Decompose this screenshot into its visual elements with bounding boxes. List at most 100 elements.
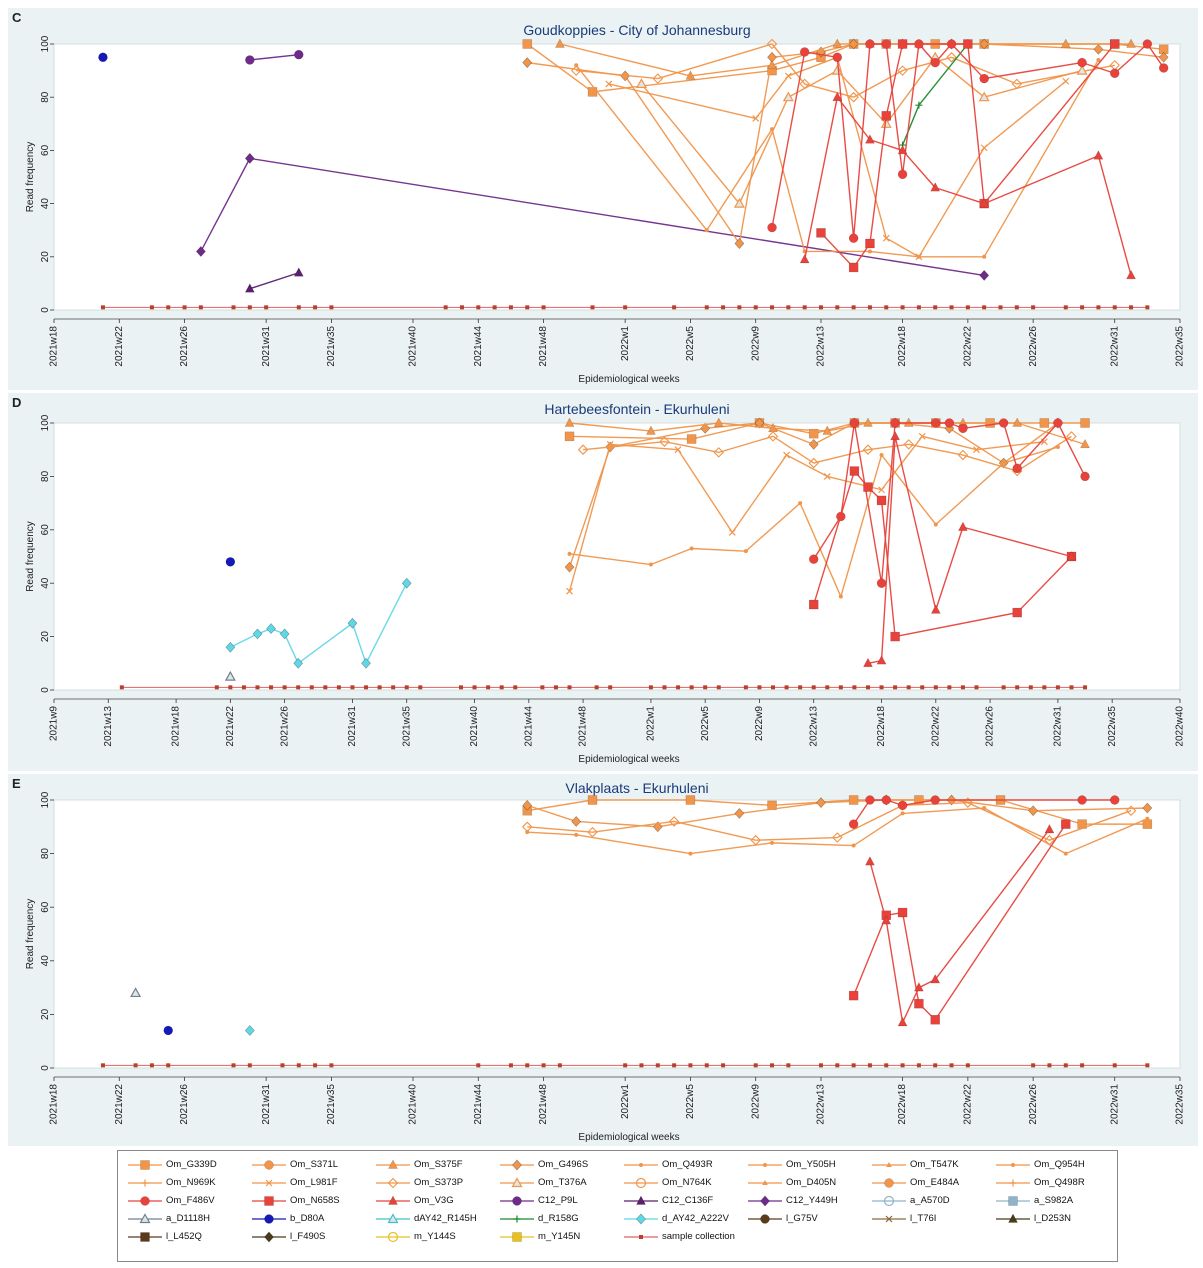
data-point bbox=[577, 444, 589, 455]
data-point bbox=[783, 451, 791, 459]
x-tick-label: 2021w22 bbox=[114, 1084, 125, 1125]
data-point bbox=[863, 417, 873, 427]
legend-swatch-marker bbox=[140, 1160, 150, 1170]
legend-swatch bbox=[128, 1232, 162, 1242]
data-point bbox=[1126, 269, 1136, 280]
data-point bbox=[832, 38, 843, 48]
legend-swatch-marker bbox=[513, 1215, 521, 1223]
data-point bbox=[567, 551, 572, 556]
sample-collection-point bbox=[737, 305, 742, 310]
legend: Om_G339D Om_S371L Om_S375F Om_G496S Om_Q493R… bbox=[117, 1150, 1118, 1262]
sample-collection-point bbox=[541, 1063, 546, 1068]
data-point bbox=[832, 52, 843, 63]
data-point bbox=[848, 91, 859, 103]
data-point bbox=[863, 482, 873, 492]
data-point bbox=[979, 198, 990, 208]
data-point bbox=[832, 91, 843, 101]
legend-swatch bbox=[500, 1177, 534, 1188]
series-d-ay42-a222v bbox=[244, 1025, 255, 1036]
sample-collection-point bbox=[893, 685, 898, 690]
data-point bbox=[930, 1015, 940, 1025]
legend-swatch-marker bbox=[636, 1195, 646, 1205]
data-point bbox=[831, 64, 843, 75]
sample-collection-point bbox=[133, 1063, 138, 1068]
data-point bbox=[903, 439, 914, 450]
legend-swatch-marker bbox=[139, 1213, 151, 1224]
x-tick-label: 2021w40 bbox=[408, 326, 419, 367]
data-point bbox=[564, 431, 575, 442]
data-point bbox=[808, 457, 819, 469]
series-om-f486v bbox=[808, 418, 1090, 588]
sample-collection-point bbox=[313, 1063, 318, 1068]
data-point bbox=[767, 59, 777, 70]
series-line bbox=[568, 435, 1045, 592]
x-tick-label: 2022w22 bbox=[930, 706, 941, 747]
legend-swatch-marker bbox=[885, 1215, 893, 1223]
legend-swatch bbox=[376, 1177, 410, 1189]
data-point bbox=[770, 840, 775, 845]
legend-swatch-marker bbox=[762, 1180, 768, 1185]
panel-hartebeesfontein: D Hartebeesfontein - Ekurhuleni 0 20 40 60 80… bbox=[8, 393, 1198, 771]
sample-collection-point bbox=[835, 305, 840, 310]
data-point bbox=[700, 422, 711, 434]
sample-collection-point bbox=[786, 305, 791, 310]
data-point bbox=[1044, 823, 1055, 834]
data-point bbox=[1028, 805, 1039, 817]
data-point bbox=[897, 907, 908, 918]
data-point bbox=[685, 795, 696, 805]
sample-collection-point bbox=[770, 305, 775, 310]
data-point bbox=[808, 428, 819, 439]
data-point bbox=[1126, 38, 1136, 48]
sample-collection-point bbox=[672, 305, 677, 310]
sample-collection-point bbox=[721, 305, 726, 310]
x-tick-label: 2021w13 bbox=[103, 706, 114, 747]
sample-collection-point bbox=[282, 685, 287, 690]
chart-title: Goudkoppies - City of Johannesburg bbox=[523, 22, 750, 38]
data-point bbox=[686, 434, 697, 444]
data-point bbox=[293, 267, 304, 277]
sample-collection-point bbox=[553, 685, 558, 690]
data-point bbox=[606, 440, 614, 448]
panel-letter: C bbox=[12, 10, 22, 25]
sample-collection-point bbox=[149, 1063, 154, 1068]
data-point bbox=[930, 974, 941, 984]
data-point bbox=[646, 425, 656, 435]
sample-collection-point bbox=[802, 305, 807, 310]
data-point bbox=[962, 797, 974, 808]
legend-swatch bbox=[624, 1163, 658, 1167]
x-tick-label: 2022w31 bbox=[1053, 706, 1064, 747]
legend-label: Om_G496S bbox=[538, 1159, 589, 1170]
legend-swatch bbox=[500, 1196, 534, 1206]
data-point bbox=[979, 73, 989, 84]
x-tick-label: 2021w31 bbox=[261, 326, 272, 367]
sample-collection-point bbox=[771, 685, 776, 690]
sample-collection-point bbox=[540, 685, 545, 690]
legend-swatch-marker bbox=[639, 1163, 643, 1167]
data-point bbox=[1109, 68, 1120, 79]
sample-collection-point bbox=[818, 305, 823, 310]
sample-collection-point bbox=[1031, 305, 1036, 310]
data-point bbox=[913, 982, 924, 992]
data-point bbox=[1077, 57, 1087, 68]
sample-collection-point bbox=[879, 685, 884, 690]
data-point bbox=[849, 418, 860, 428]
x-axis-label: Epidemiological weeks bbox=[578, 1132, 679, 1143]
data-point bbox=[944, 418, 955, 428]
sample-collection-point bbox=[149, 305, 154, 310]
data-point bbox=[867, 249, 872, 254]
x-tick-label: 2022w1 bbox=[646, 706, 657, 741]
y-axis-label: Read frequency bbox=[25, 142, 36, 213]
data-point bbox=[890, 430, 901, 441]
sample-collection-point bbox=[974, 685, 979, 690]
legend-label: Om_Y505H bbox=[786, 1159, 836, 1170]
legend-swatch bbox=[748, 1195, 782, 1207]
data-point bbox=[1001, 461, 1006, 466]
data-point bbox=[688, 851, 693, 856]
data-point bbox=[754, 417, 765, 429]
legend-swatch-marker bbox=[388, 1195, 398, 1205]
panel-letter: E bbox=[12, 776, 21, 791]
data-point bbox=[931, 418, 941, 428]
sample-collection-point bbox=[214, 685, 219, 690]
data-point bbox=[587, 795, 598, 805]
